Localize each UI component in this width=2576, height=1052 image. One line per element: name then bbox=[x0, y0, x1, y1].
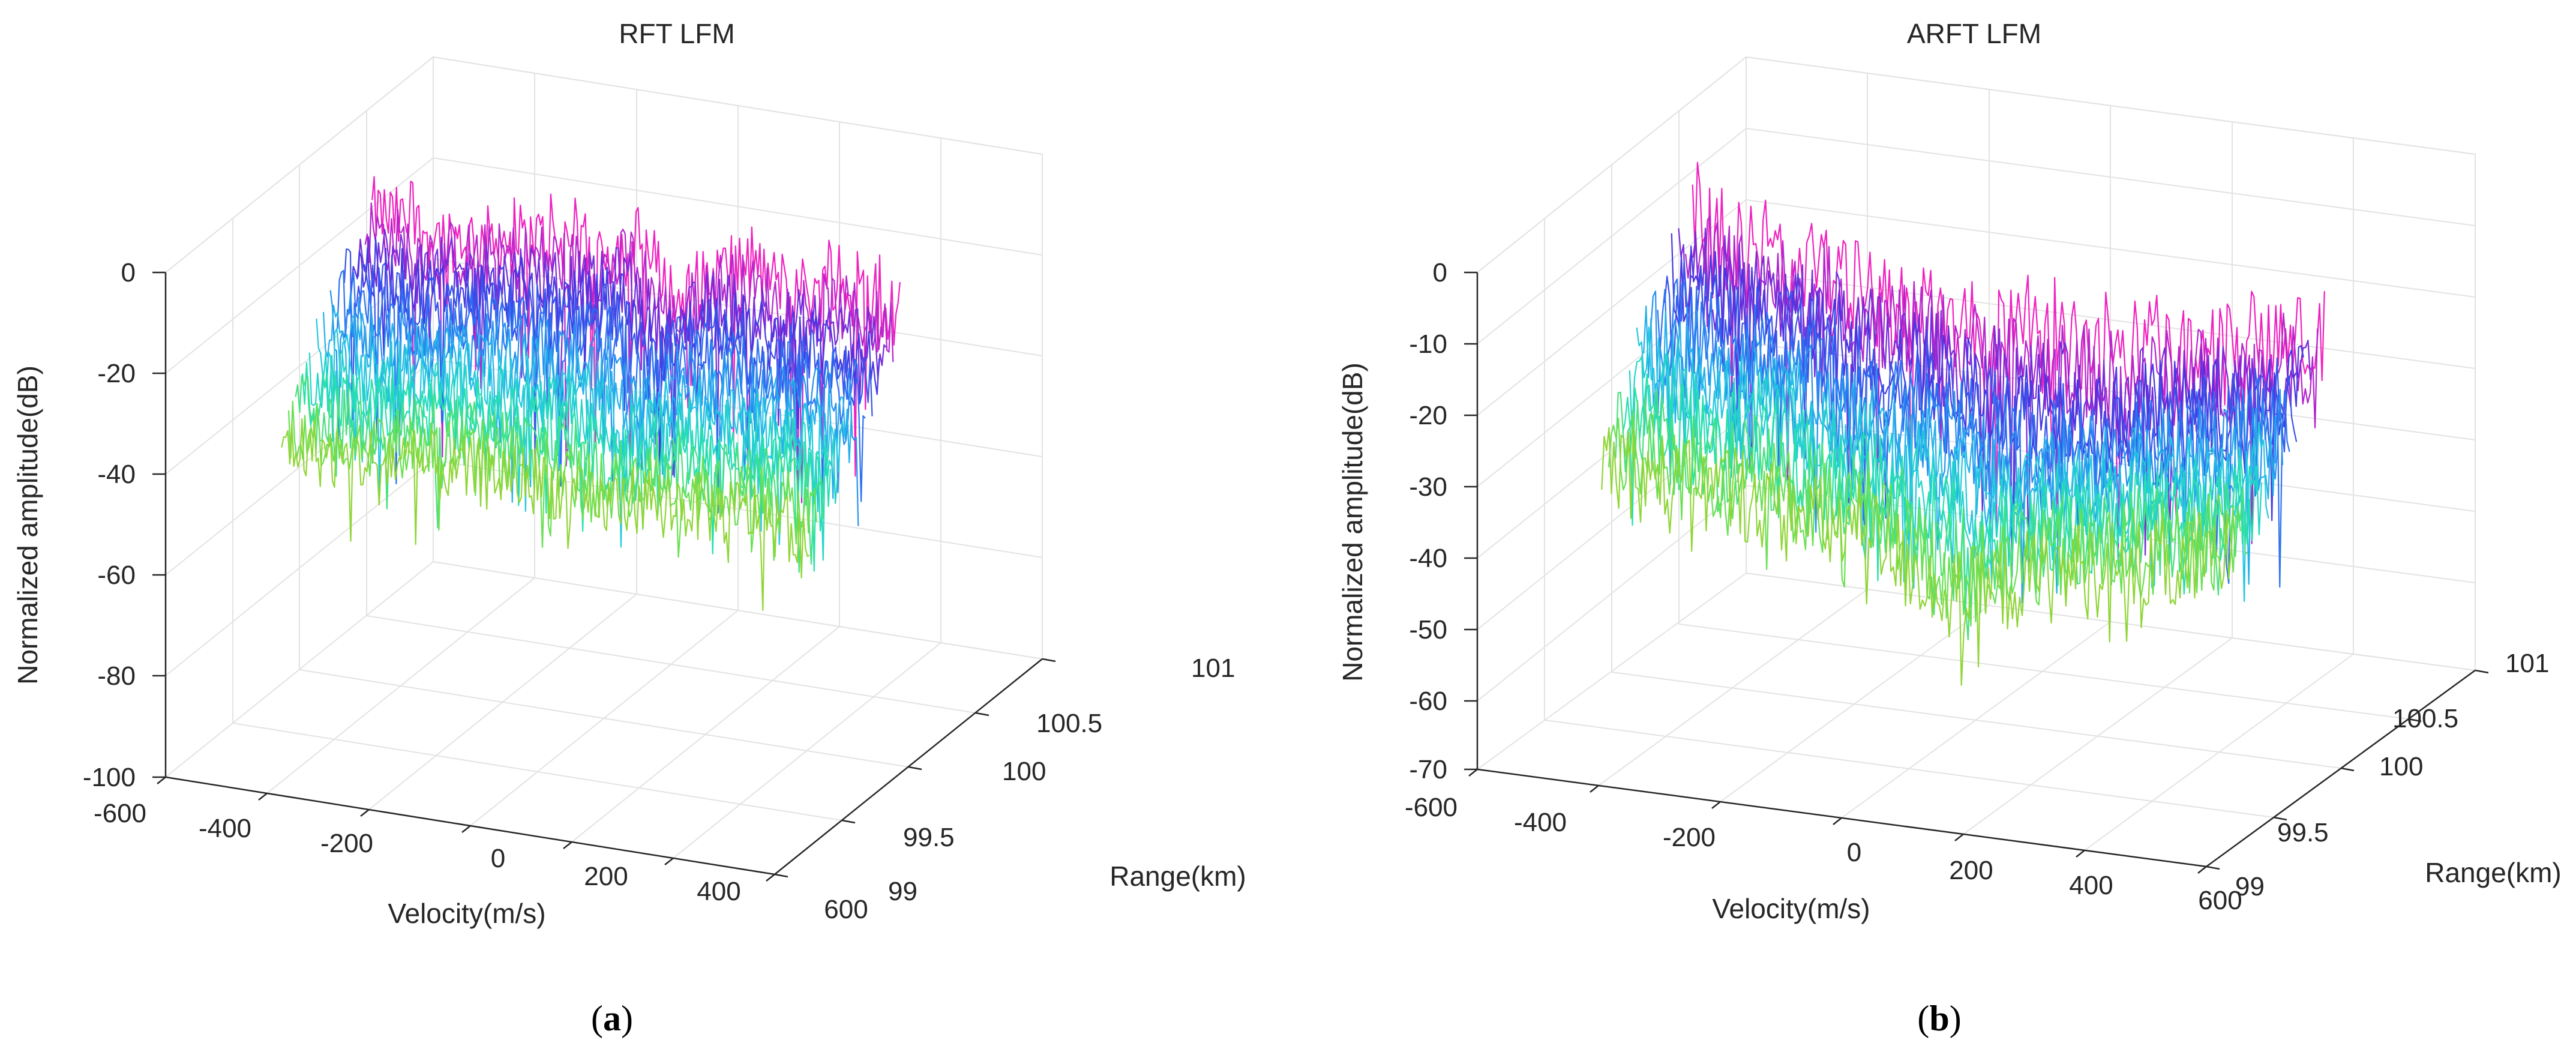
surface-trace bbox=[1608, 413, 2242, 627]
x-tick-label: 600 bbox=[2198, 886, 2242, 915]
y-tick-label: 100.5 bbox=[1036, 709, 1102, 738]
z-tick-marks-b bbox=[1464, 271, 1477, 771]
y-tick-marks-a bbox=[774, 658, 1056, 878]
x-tick-label: -600 bbox=[1405, 793, 1458, 822]
z-gridlines-a bbox=[165, 56, 1043, 676]
surface-trace bbox=[316, 318, 845, 548]
z-tick-label: 0 bbox=[121, 258, 136, 287]
z-tick-label: -80 bbox=[97, 661, 136, 691]
z-tick-label: -70 bbox=[1409, 755, 1447, 784]
z-axis-label-a: Normalized amplitude(dB) bbox=[12, 365, 43, 685]
y-tick-label: 99.5 bbox=[2277, 818, 2329, 847]
z-tick-label: -30 bbox=[1409, 472, 1447, 502]
floor-grid-b bbox=[1544, 573, 2476, 851]
z-tick-label: -40 bbox=[1409, 544, 1447, 573]
z-tick-label: -50 bbox=[1409, 615, 1447, 645]
y-tick-label: 100 bbox=[1002, 757, 1046, 786]
surface-trace bbox=[1650, 290, 2283, 533]
y-tick-label: 100 bbox=[2379, 752, 2423, 781]
surface-trace bbox=[302, 362, 831, 572]
z-tick-label: -20 bbox=[97, 359, 136, 388]
panel-letter-b: b bbox=[1929, 999, 1949, 1038]
surface-trace bbox=[1601, 427, 2235, 686]
chart-title-a: RFT LFM bbox=[619, 18, 734, 49]
y-tick-label: 99 bbox=[2235, 872, 2265, 901]
x-tick-marks-a bbox=[157, 777, 775, 882]
surface-trace bbox=[357, 229, 887, 476]
y-tick-label: 99.5 bbox=[903, 823, 955, 852]
y-tick-labels-b: 99 99.5 100 100.5 101 bbox=[2235, 649, 2549, 901]
z-tick-label: -60 bbox=[1409, 687, 1447, 716]
axes-a bbox=[152, 271, 1056, 882]
axes-b bbox=[1464, 271, 2489, 874]
z-tick-label: -20 bbox=[1409, 401, 1447, 430]
x-tick-label: 200 bbox=[1949, 856, 1993, 885]
y-tick-label: 101 bbox=[2505, 649, 2549, 678]
x-axis-label-a: Velocity(m/s) bbox=[388, 898, 545, 929]
surface-trace bbox=[281, 418, 810, 611]
x-tick-label: -400 bbox=[1514, 808, 1567, 837]
z-tick-marks-a bbox=[152, 271, 166, 778]
chart-title-b: ARFT LFM bbox=[1907, 18, 2041, 49]
x-tick-label: 0 bbox=[1847, 838, 1861, 867]
y-tick-labels-a: 99 99.5 100 100.5 101 bbox=[888, 654, 1235, 906]
x-tick-label: -200 bbox=[1663, 823, 1716, 852]
x-tick-label: 400 bbox=[2069, 871, 2113, 900]
chart-panel-b: 0 -10 -20 -30 -40 -50 -60 -70 -600 -400 … bbox=[1337, 18, 2562, 1038]
x-tick-label: 200 bbox=[584, 862, 628, 891]
x-tick-label: 0 bbox=[491, 844, 505, 873]
floor-grid-a bbox=[232, 561, 1043, 859]
y-tick-label: 101 bbox=[1191, 654, 1235, 683]
x-tick-label: -200 bbox=[320, 829, 373, 858]
x-tick-label: 400 bbox=[697, 877, 740, 906]
z-tick-label: -100 bbox=[83, 763, 136, 792]
y-axis-label-b: Range(km) bbox=[2425, 857, 2562, 888]
x-tick-label: -400 bbox=[199, 814, 251, 843]
y-axis-label-a: Range(km) bbox=[1109, 861, 1246, 892]
y-tick-label: 100.5 bbox=[2392, 704, 2458, 733]
x-axis-label-b: Velocity(m/s) bbox=[1712, 893, 1870, 924]
y-tick-marks-b bbox=[2206, 669, 2489, 870]
surface-trace bbox=[1643, 305, 2277, 609]
panel-label-a: (a) bbox=[591, 999, 633, 1038]
x-tick-labels-b: -600 -400 -200 0 200 400 600 bbox=[1405, 793, 2242, 915]
y-tick-label: 99 bbox=[888, 877, 917, 906]
y-gridlines-side-a bbox=[232, 111, 367, 723]
z-tick-label: -60 bbox=[97, 561, 136, 590]
z-tick-label: -10 bbox=[1409, 329, 1447, 359]
x-axis-line-b bbox=[1477, 768, 2207, 868]
z-axis-label-b: Normalized amplitude(dB) bbox=[1337, 362, 1368, 682]
z-tick-labels-a: 0 -20 -40 -60 -80 -100 bbox=[83, 258, 136, 792]
surface-traces-a bbox=[281, 176, 901, 611]
x-tick-label: 600 bbox=[824, 895, 868, 924]
x-tick-label: -600 bbox=[94, 799, 146, 828]
panel-label-b: (b) bbox=[1917, 999, 1961, 1038]
z-tick-label: 0 bbox=[1433, 258, 1447, 287]
panel-letter-a: a bbox=[603, 999, 621, 1038]
chart-panel-a: 0 -20 -40 -60 -80 -100 -600 -400 -200 0 … bbox=[12, 18, 1246, 1038]
x-tick-marks-b bbox=[1468, 769, 2207, 874]
z-tick-labels-b: 0 -10 -20 -30 -40 -50 -60 -70 bbox=[1409, 258, 1447, 784]
surface-traces-b bbox=[1601, 161, 2325, 686]
y-axis-line-a bbox=[774, 658, 1043, 875]
surface-trace bbox=[337, 269, 866, 502]
surface-trace bbox=[295, 375, 824, 573]
x-tick-labels-a: -600 -400 -200 0 200 400 600 bbox=[94, 799, 868, 924]
surface-trace bbox=[308, 350, 838, 561]
z-tick-label: -40 bbox=[97, 460, 136, 489]
